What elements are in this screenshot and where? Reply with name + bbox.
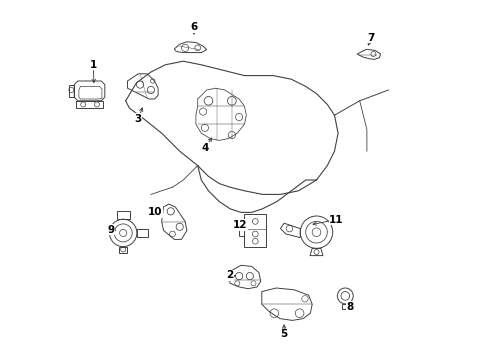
- Text: 5: 5: [280, 329, 287, 339]
- Text: 10: 10: [148, 207, 162, 217]
- Text: 4: 4: [201, 143, 208, 153]
- Text: 12: 12: [232, 220, 247, 230]
- Text: 3: 3: [134, 114, 142, 124]
- Text: 2: 2: [226, 270, 233, 280]
- Text: 6: 6: [190, 22, 197, 32]
- Text: 11: 11: [328, 215, 343, 225]
- Text: 1: 1: [89, 60, 97, 70]
- Text: 7: 7: [367, 33, 374, 43]
- Text: 9: 9: [107, 225, 115, 235]
- Text: 8: 8: [346, 302, 353, 312]
